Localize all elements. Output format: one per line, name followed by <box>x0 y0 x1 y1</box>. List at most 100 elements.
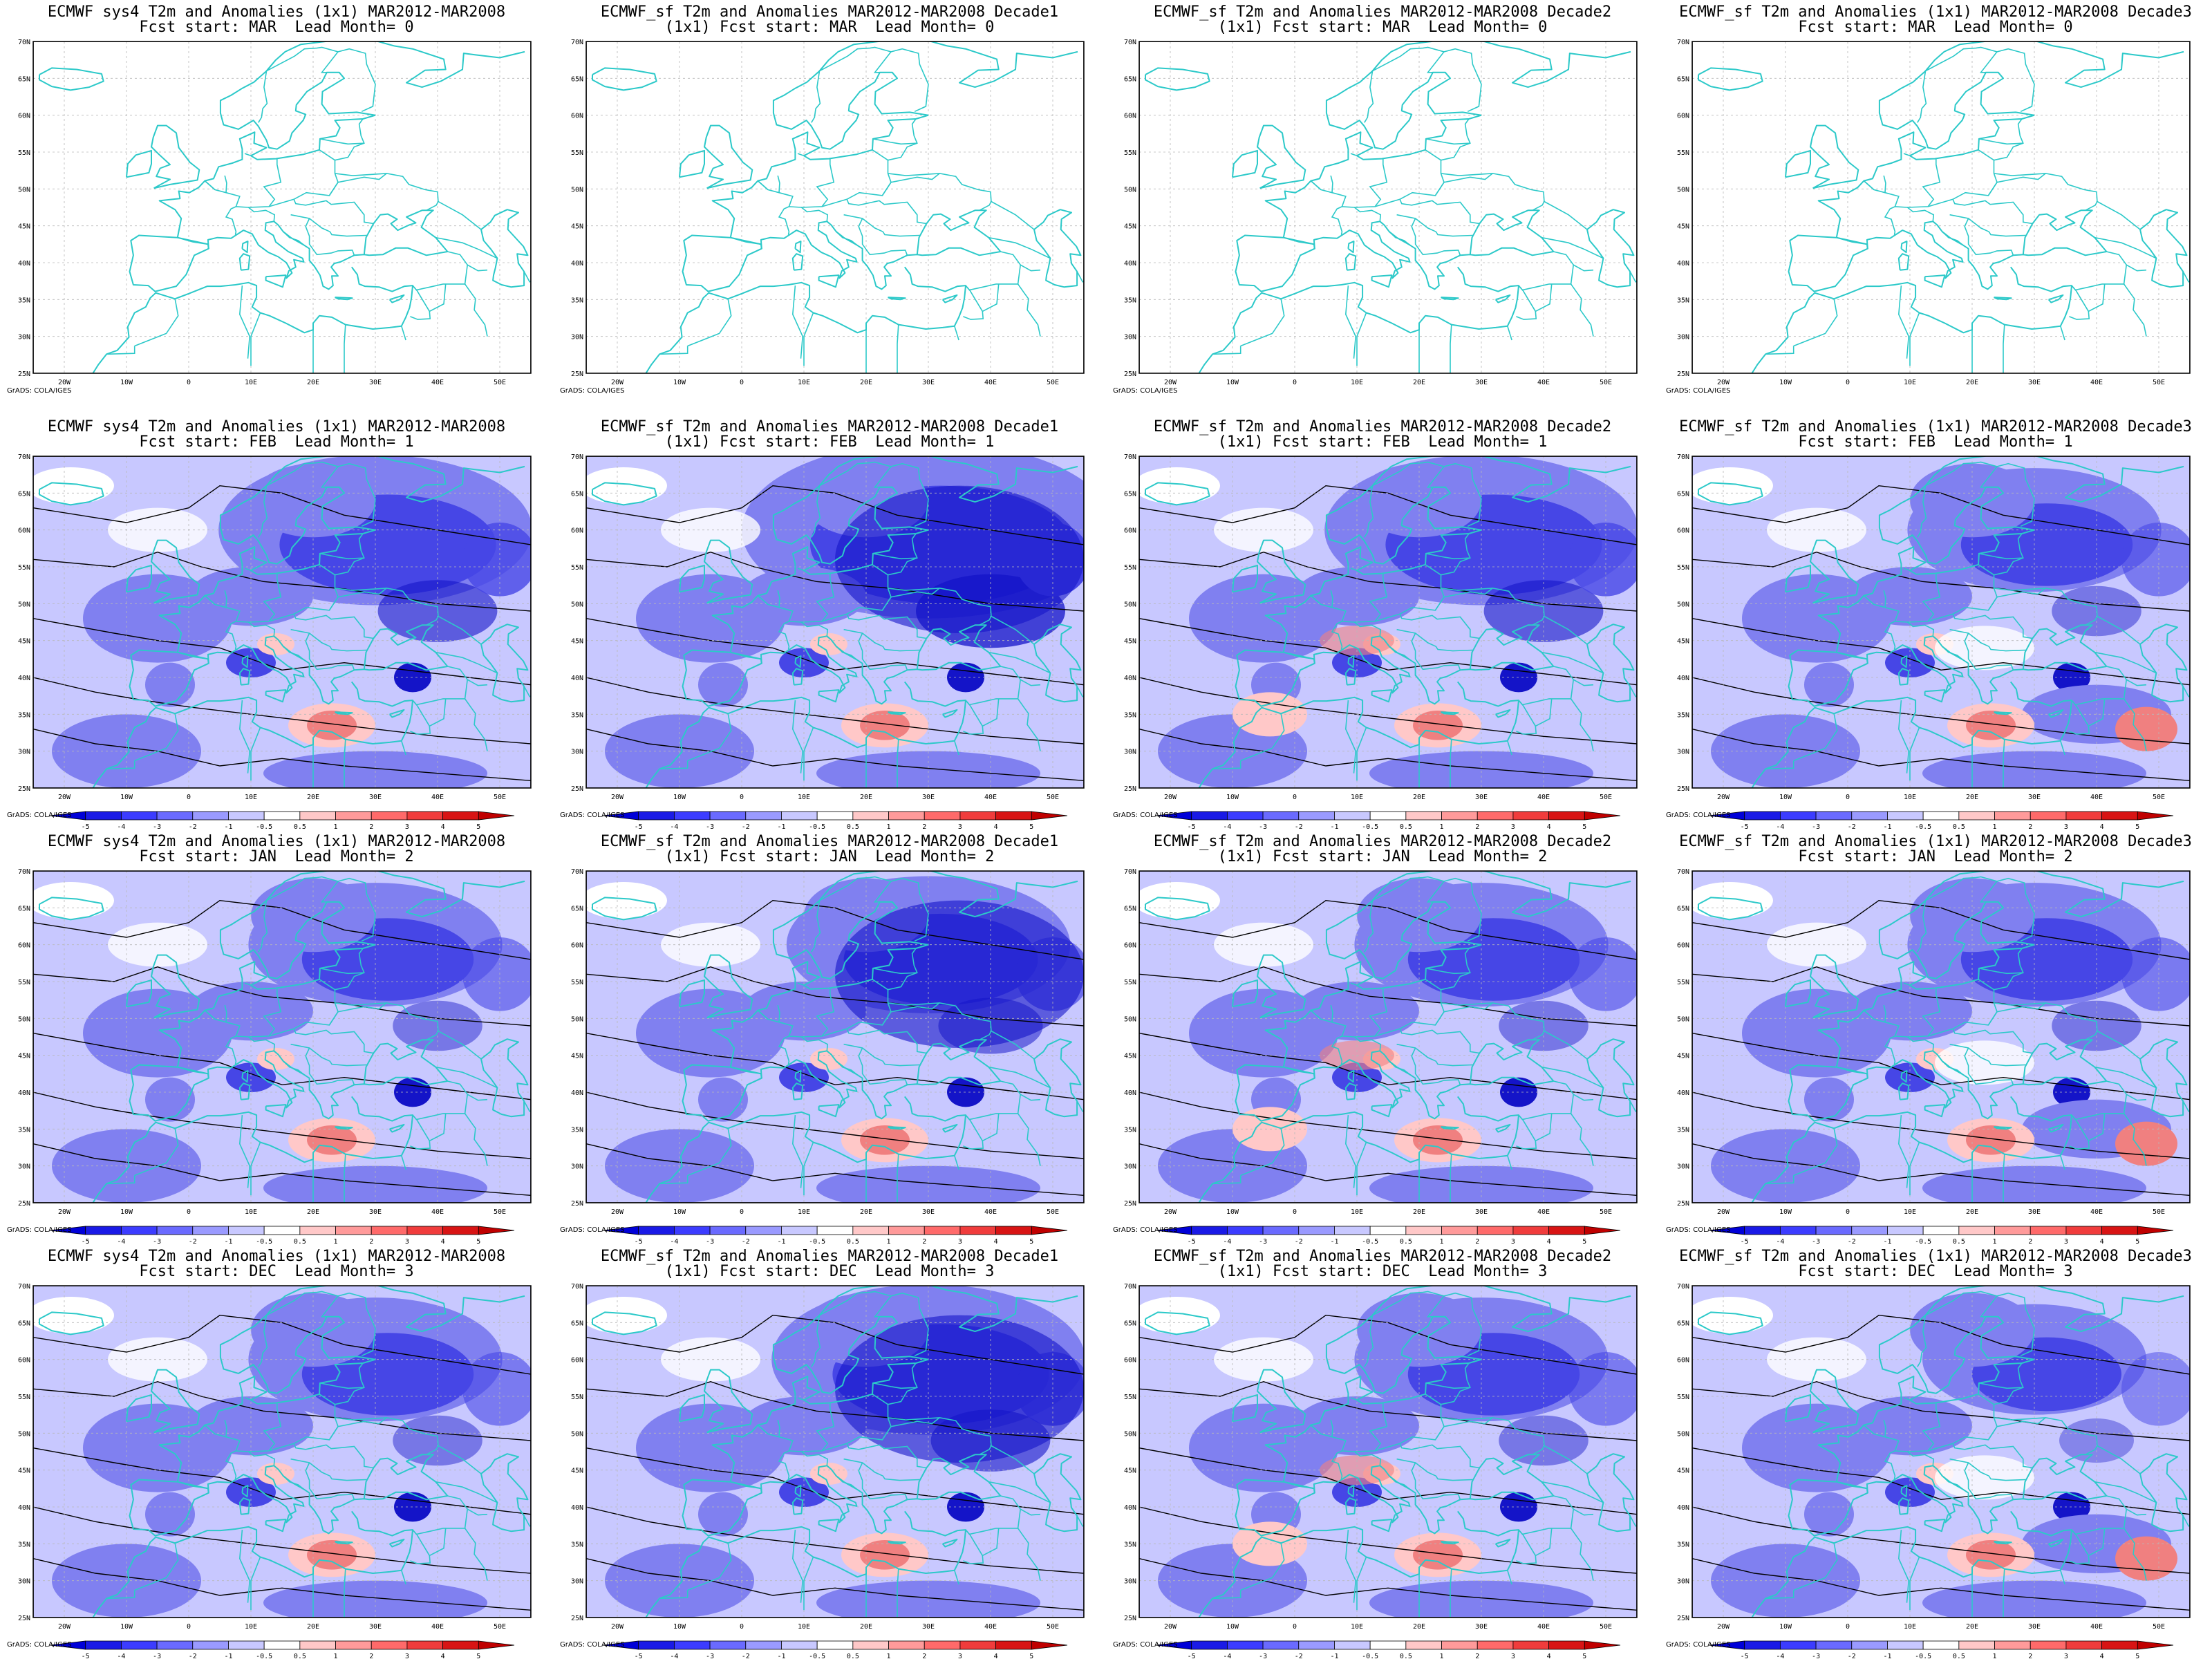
lat-tick-label: 70N <box>18 39 30 46</box>
map-panel: ECMWF_sf T2m and Anomalies (1x1) MAR2012… <box>1659 415 2212 830</box>
colorbar-tick-label: 1 <box>1993 823 1997 830</box>
map-plot: 70N 65N 60N 55N 50N 45N 40N 35N 30N 25N 20W 10W 0 10E… <box>571 453 1085 830</box>
coastlines <box>1145 1286 1635 1618</box>
lon-tick-label: 50E <box>2153 379 2165 386</box>
panel-subtitle: (1x1) Fcst start: DEC Lead Month= 3 <box>664 1263 995 1280</box>
colorbar-bin <box>1441 811 1478 821</box>
colorbar-bin <box>442 811 479 821</box>
map-outer-frame <box>32 870 532 1203</box>
graticule <box>33 41 531 373</box>
lat-tick-label: 35N <box>571 297 583 304</box>
colorbar-tick-label: -2 <box>742 823 750 830</box>
lon-tick-label: 10E <box>1351 794 1363 801</box>
colorbar: -5 -4 -3 -2 -1 -0.5 0.5 1 2 3 4 5 <box>49 1640 515 1659</box>
colorbar-bin <box>1512 811 1550 821</box>
colorbar-bin <box>2030 1226 2067 1235</box>
lon-tick-label: 30E <box>2028 1208 2041 1216</box>
lat-tick-label: 30N <box>1677 334 1689 341</box>
contour-lines <box>1692 899 2190 1196</box>
lat-tick-label: 25N <box>1124 1615 1136 1622</box>
colorbar-tick-label: -4 <box>117 1653 125 1659</box>
map-background <box>1692 41 2190 373</box>
lon-tick-label: 0 <box>740 1623 744 1631</box>
colorbar-bin <box>638 811 675 821</box>
lat-tick-label: 40N <box>571 675 583 682</box>
map-plot: 70N 65N 60N 55N 50N 45N 40N 35N 30N 25N 20W 10W 0 10E… <box>18 39 532 386</box>
anomaly-field <box>586 456 1084 788</box>
lon-tick-label: 40E <box>2090 1208 2103 1216</box>
lat-tick-label: 40N <box>571 1089 583 1097</box>
lat-tick-label: 70N <box>571 868 583 876</box>
lon-tick-label: 20W <box>58 794 71 801</box>
colorbar-tick-label: 4 <box>1547 823 1551 830</box>
lat-tick-label: 35N <box>1677 297 1689 304</box>
lon-tick-label: 20E <box>307 1623 319 1631</box>
map-plot: 70N 65N 60N 55N 50N 45N 40N 35N 30N 25N 20W 10W 0 10E… <box>571 1283 1085 1659</box>
lon-tick-label: 0 <box>187 1208 191 1216</box>
colorbar-tick-label: 1 <box>1440 1653 1444 1659</box>
lat-tick-label: 35N <box>1677 1541 1689 1548</box>
lon-tick-label: 10W <box>120 1623 133 1631</box>
colorbar-bin <box>335 1640 372 1650</box>
lat-tick-label: 65N <box>1124 490 1136 498</box>
colorbar-bin <box>1334 811 1371 821</box>
colorbar-bin <box>85 811 122 821</box>
colorbar-bin <box>709 811 747 821</box>
lat-tick-label: 30N <box>571 334 583 341</box>
colorbar-tick-label: 1 <box>1993 1653 1997 1659</box>
colorbar-tick-label: -5 <box>1188 1653 1196 1659</box>
lat-tick-label: 35N <box>1124 1541 1136 1548</box>
lat-tick-label: 25N <box>18 371 30 378</box>
colorbar-tick-label: -0.5 <box>1915 1238 1931 1244</box>
lat-tick-label: 60N <box>18 942 30 950</box>
lat-tick-label: 55N <box>1124 149 1136 157</box>
lon-tick-label: 20E <box>1413 794 1425 801</box>
lat-tick-label: 25N <box>571 785 583 793</box>
colorbar-tick-label: 1 <box>334 1238 338 1244</box>
lat-tick-label: 50N <box>571 186 583 194</box>
colorbar-tick-label: 4 <box>994 1238 998 1244</box>
lon-tick-label: 20E <box>1413 1208 1425 1216</box>
lat-tick-label: 25N <box>18 785 30 793</box>
colorbar-tick-label: 4 <box>2100 1653 2104 1659</box>
panel-title: ECMWF_sf T2m and Anomalies MAR2012-MAR20… <box>1153 3 1612 21</box>
lon-tick-label: 10W <box>1779 794 1792 801</box>
lon-tick-label: 20W <box>611 1623 624 1631</box>
colorbar-bin <box>1744 1640 1781 1650</box>
lat-tick-label: 65N <box>571 75 583 83</box>
coastlines <box>1698 1286 2188 1618</box>
colorbar-bin <box>1744 1226 1781 1235</box>
lon-tick-label: 20E <box>1966 1623 1978 1631</box>
lat-tick-label: 30N <box>18 1578 30 1586</box>
colorbar-tick-label: -3 <box>1259 823 1267 830</box>
lat-tick-label: 45N <box>18 1468 30 1475</box>
graticule <box>1139 41 1637 373</box>
colorbar-bin <box>1815 1640 1853 1650</box>
lon-tick-label: 20E <box>860 379 872 386</box>
map-plot: 70N 65N 60N 55N 50N 45N 40N 35N 30N 25N 20W 10W 0 10E… <box>1124 39 1638 386</box>
map-plot: 70N 65N 60N 55N 50N 45N 40N 35N 30N 25N 20W 10W 0 10E… <box>1124 1283 1638 1659</box>
panel-title: ECMWF_sf T2m and Anomalies (1x1) MAR2012… <box>1679 418 2192 435</box>
lon-tick-label: 30E <box>2028 794 2041 801</box>
lat-tick-label: 45N <box>1124 1053 1136 1060</box>
map-background <box>1139 41 1637 373</box>
lat-tick-label: 50N <box>1124 186 1136 194</box>
colorbar-bin <box>1548 811 1585 821</box>
lon-tick-label: 30E <box>369 379 382 386</box>
colorbar-tick-label: -3 <box>153 1653 161 1659</box>
lat-tick-label: 60N <box>1677 527 1689 535</box>
colorbar-tick-label: -0.5 <box>1915 1653 1931 1659</box>
colorbar-bin <box>816 1226 854 1235</box>
colorbar-tick-label: -4 <box>1223 1653 1231 1659</box>
lon-tick-label: 20E <box>860 1208 872 1216</box>
colorbar-tick-label: 0.5 <box>847 1238 859 1244</box>
map-plot: 70N 65N 60N 55N 50N 45N 40N 35N 30N 25N 20W 10W 0 10E… <box>1677 1283 2191 1659</box>
map-panel: ECMWF sys4 T2m and Anomalies (1x1) MAR20… <box>0 415 553 830</box>
colorbar-tick-label: -3 <box>706 1238 714 1244</box>
map-plot: 70N 65N 60N 55N 50N 45N 40N 35N 30N 25N 20W 10W 0 10E… <box>571 39 1085 386</box>
colorbar-tick-label: 3 <box>958 1238 962 1244</box>
panel-title: ECMWF_sf T2m and Anomalies MAR2012-MAR20… <box>600 418 1059 435</box>
panel-subtitle: Fcst start: DEC Lead Month= 3 <box>139 1263 414 1280</box>
lon-tick-label: 20W <box>611 1208 624 1216</box>
colorbar-tick-label: 1 <box>887 823 891 830</box>
